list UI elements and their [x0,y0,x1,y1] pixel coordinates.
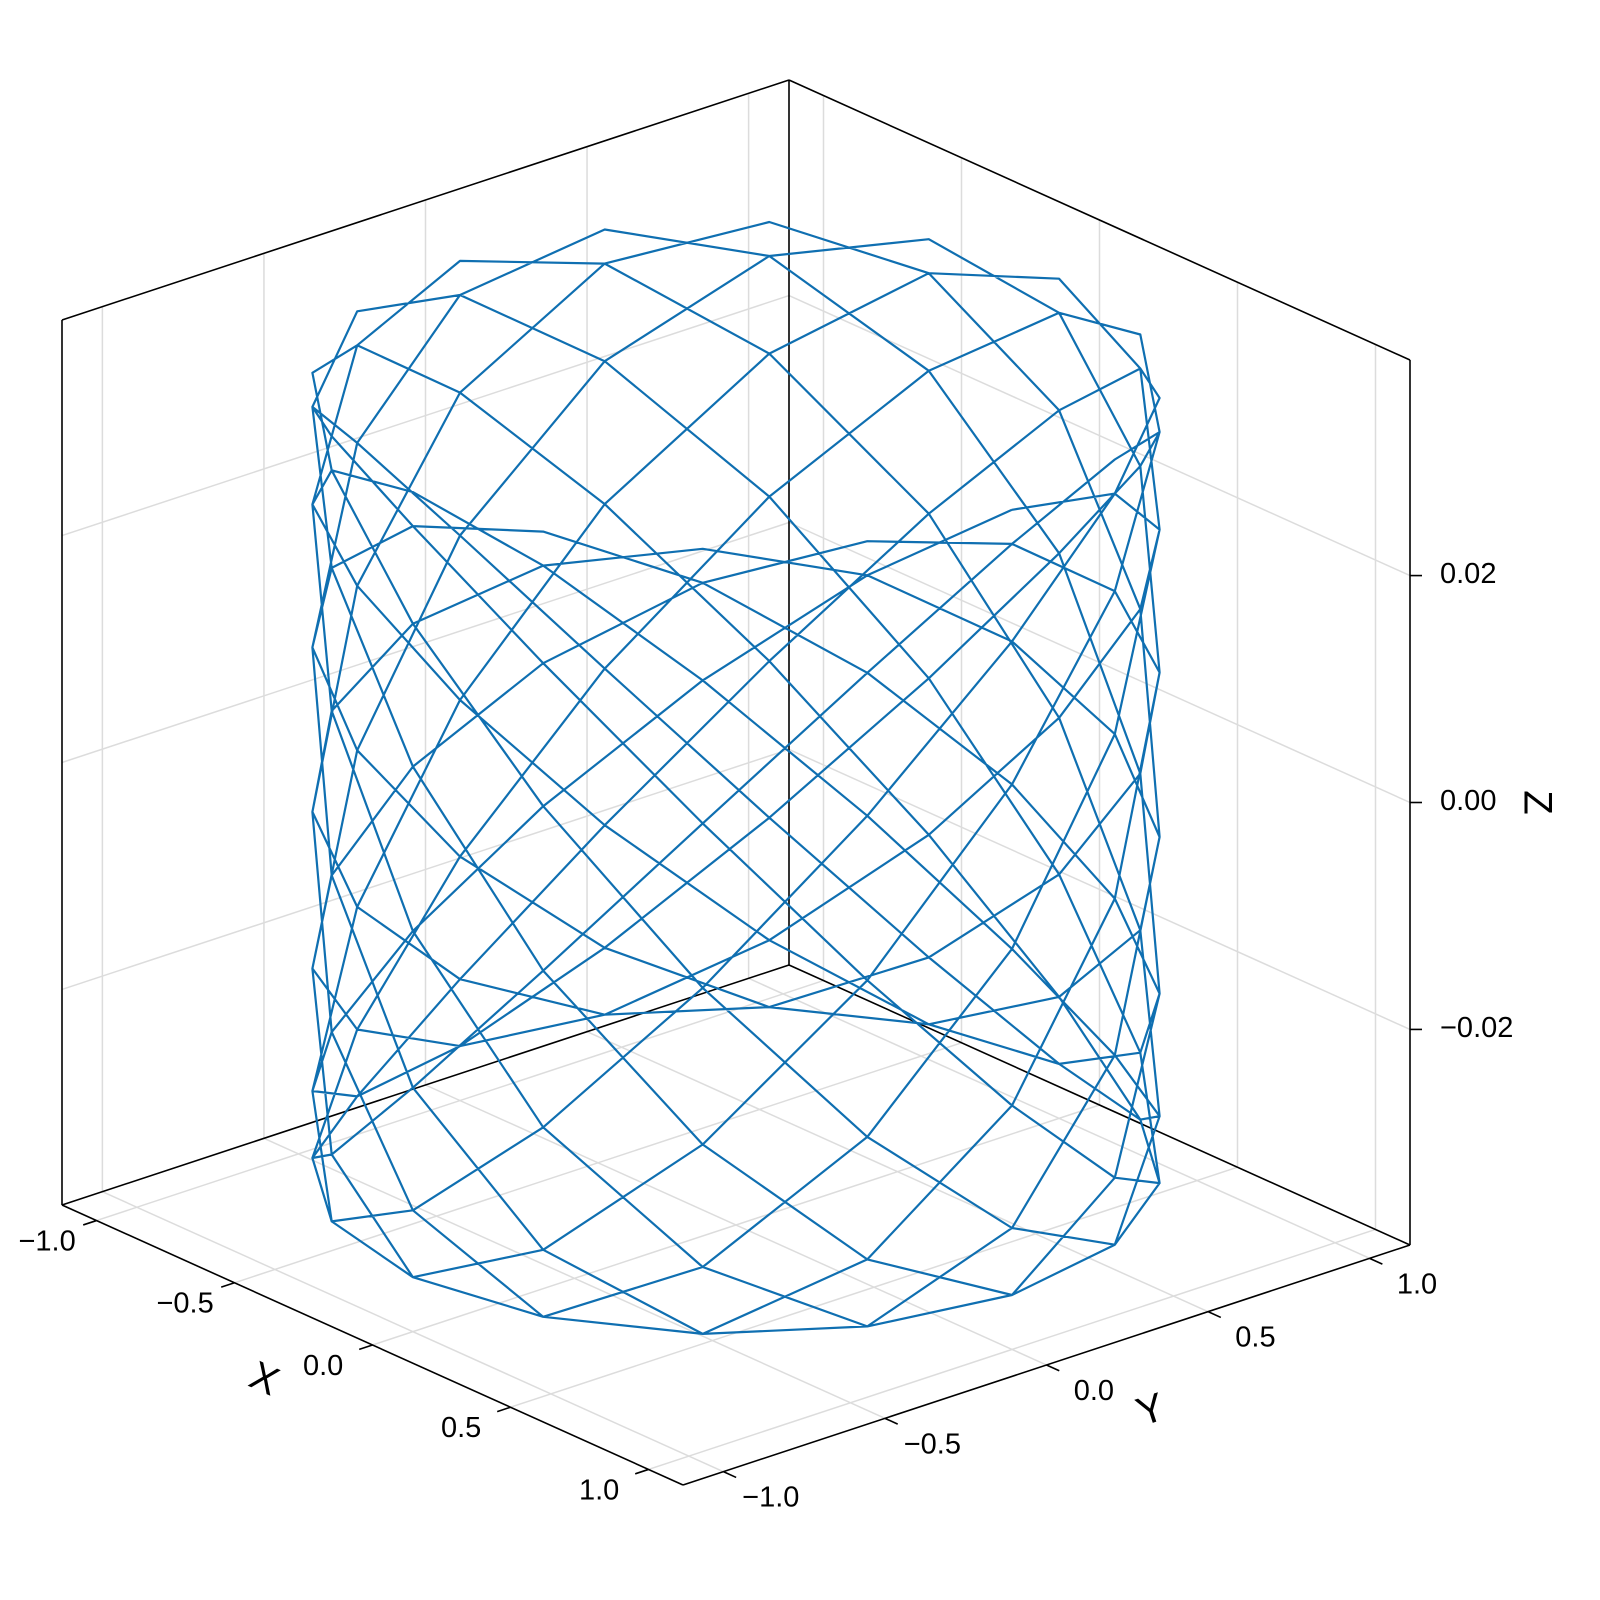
x-axis-label: X [243,1353,285,1404]
grid-line [61,294,790,537]
y-tick-label: −0.5 [904,1428,961,1460]
y-tick [884,1417,899,1425]
y-tick-label: 1.0 [1397,1268,1437,1300]
z-tick-label: 0.00 [1440,785,1496,817]
y-axis-label: Y [1131,1385,1170,1435]
axis-frame [61,79,790,321]
z-axis-label: Z [1515,790,1559,814]
axis-frame [788,964,1411,1246]
line-3d [311,220,1161,1335]
grid-line [586,1030,1209,1313]
y-tick-label: −1.0 [742,1482,799,1514]
grid-line [102,1190,724,1473]
axis-panes [61,79,1411,1473]
y-tick [1207,1310,1222,1319]
y-tick [1369,1257,1383,1265]
axis-frame [788,79,1411,361]
y-tick [723,1470,737,1479]
plot-area [311,220,1161,1335]
y-tick [1046,1364,1060,1372]
x-tick [220,1282,235,1288]
z-tick-label: 0.02 [1440,558,1496,590]
y-tick-label: 0.0 [1074,1375,1114,1407]
x-tick [82,1219,97,1226]
grid-line [748,977,1370,1260]
axes: −1.0 −0.5 0.0 0.5 1.0 −1.0 −0.5 0.0 0.5 1.0 −0.02 0… [18,558,1559,1513]
x-tick [496,1406,511,1413]
x-tick [358,1344,373,1351]
z-tick-label: −0.02 [1440,1012,1513,1044]
x-tick-label: −0.5 [156,1288,213,1320]
y-tick-label: 0.5 [1235,1322,1275,1354]
grid-line [263,1137,886,1420]
x-tick-label: 1.0 [579,1474,619,1506]
x-tick-label: −1.0 [18,1226,75,1258]
x-tick [634,1468,649,1475]
x-tick-label: 0.5 [441,1412,481,1444]
axis-frame [61,964,790,1206]
x-tick-label: 0.0 [303,1350,343,1382]
grid-line [788,294,1411,577]
grid-line [425,1084,1047,1366]
